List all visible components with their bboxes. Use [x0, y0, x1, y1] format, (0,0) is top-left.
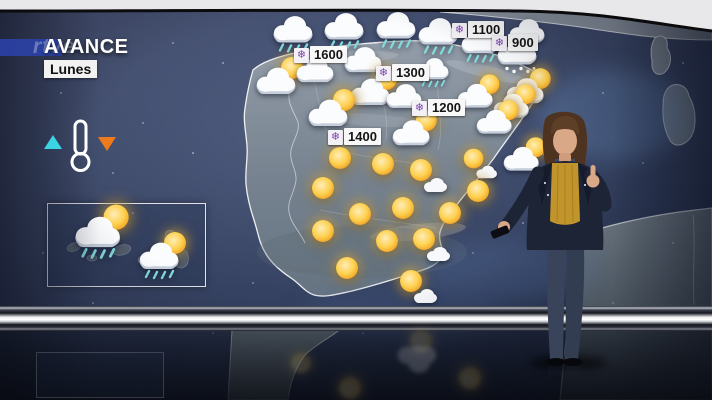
thumbs-up-fist [586, 174, 600, 188]
presenter-fringe [550, 116, 580, 135]
presenter-neck [559, 153, 571, 163]
temperature-down-icon [98, 137, 116, 151]
remote-clicker [490, 225, 510, 239]
presenter-leg-reflection [548, 366, 581, 375]
presenter-shoe-left [547, 358, 565, 366]
temperature-up-icon [44, 135, 62, 149]
presenter-face [553, 126, 577, 156]
inset-floor-reflection [36, 352, 164, 398]
weather-icon-sun-reflection [339, 377, 361, 399]
top-rib-texture [556, 164, 574, 224]
presenter-shoe-right [564, 358, 582, 366]
thermometer-icon [70, 119, 91, 172]
floor-metal-strip [0, 306, 712, 331]
weather-icon-cloud-reflection [394, 330, 440, 377]
program-title: AVANCE [44, 36, 129, 58]
presenter-jeans-right [565, 250, 585, 359]
weather-icon-sun-reflection [291, 353, 311, 373]
weather-icon-sun-reflection [459, 367, 481, 389]
temperature-trend-indicator [44, 118, 116, 174]
day-label: Lunes [44, 60, 98, 78]
header-blue-band [0, 39, 62, 56]
weather-presenter [490, 111, 612, 375]
presenter-jeans-left [547, 250, 565, 359]
studio-ceiling-edge [0, 0, 712, 33]
lapel-pins [543, 181, 587, 197]
channel-watermark: rtve [33, 35, 76, 58]
